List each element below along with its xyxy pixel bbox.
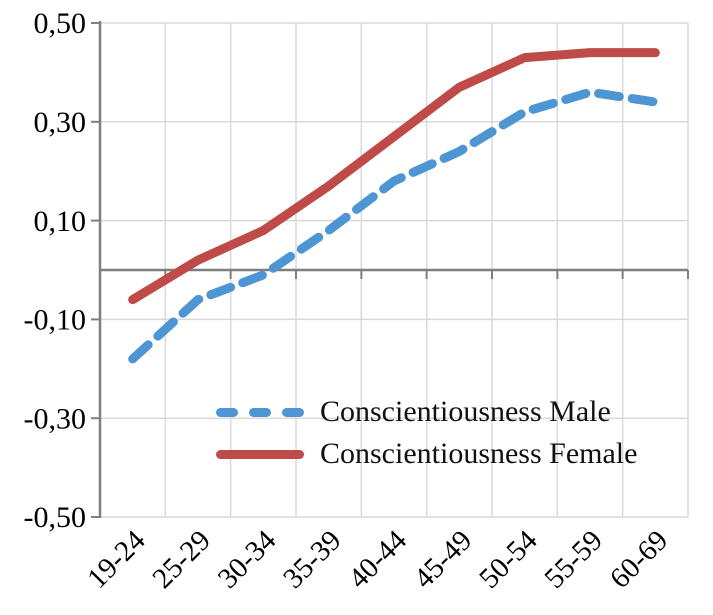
y-axis-label: -0,50	[24, 501, 87, 534]
female-series-label: Conscientiousness Female	[320, 437, 638, 470]
y-axis-label: 0,30	[34, 106, 87, 139]
legend-item-female: Conscientiousness Female	[216, 433, 637, 475]
female-series-line	[128, 48, 660, 305]
y-axis-label: -0,30	[24, 402, 87, 435]
x-axis-label: 55-59	[538, 524, 608, 594]
x-axis-label: 40-44	[342, 524, 413, 595]
x-axis-label: 50-54	[473, 524, 544, 595]
x-axis-label: 19-24	[81, 524, 152, 595]
y-axis-label: -0,10	[24, 304, 87, 337]
y-axis-label: 0,10	[34, 205, 87, 238]
male-series-line	[128, 87, 660, 364]
x-axis-label: 25-29	[146, 524, 216, 594]
legend-item-male: Conscientiousness Male	[216, 391, 637, 433]
x-axis-label: 35-39	[277, 524, 347, 594]
x-axis-label: 45-49	[408, 524, 478, 594]
male-series-label: Conscientiousness Male	[320, 395, 611, 428]
chart-legend: Conscientiousness Male Conscientiousness…	[216, 391, 637, 475]
x-axis-label: 30-34	[212, 524, 283, 595]
female-series-swatch	[216, 449, 304, 459]
x-axis-label: 60-69	[604, 524, 674, 594]
male-series-swatch	[216, 407, 304, 417]
y-axis-label: 0,50	[34, 7, 87, 40]
